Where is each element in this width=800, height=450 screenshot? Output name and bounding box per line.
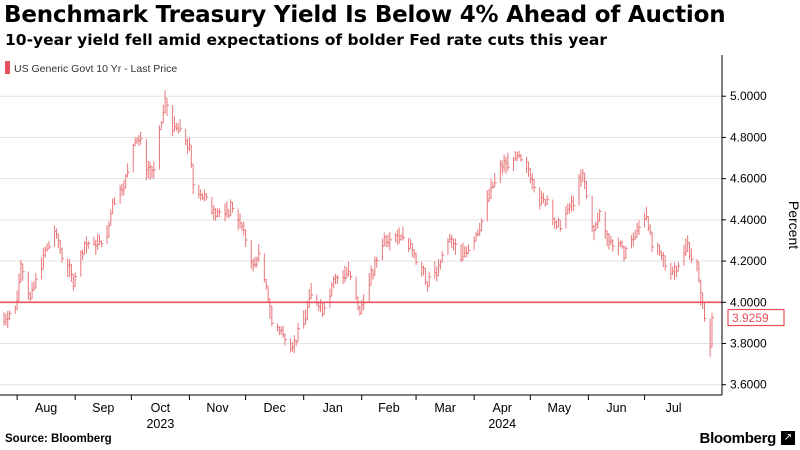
x-tick-label: Apr: [492, 401, 511, 415]
y-tick-label: 3.6000: [730, 378, 767, 392]
x-year-label: 2023: [146, 417, 174, 431]
legend: US Generic Govt 10 Yr - Last Price: [5, 61, 177, 75]
legend-label: US Generic Govt 10 Yr - Last Price: [14, 63, 177, 75]
x-tick-label: Jul: [666, 401, 682, 415]
x-tick-label: May: [548, 401, 572, 415]
x-year-label: 2024: [488, 417, 516, 431]
expand-icon[interactable]: ↗: [781, 431, 795, 445]
chart-title: Benchmark Treasury Yield Is Below 4% Ahe…: [4, 2, 726, 28]
x-tick-label: Jan: [323, 401, 343, 415]
y-tick-label: 4.6000: [730, 172, 767, 186]
y-tick-label: 4.0000: [730, 295, 767, 309]
chart-area: US Generic Govt 10 Yr - Last Price 3.925…: [0, 55, 800, 431]
legend-swatch: [5, 61, 10, 74]
x-tick-label: Mar: [434, 401, 456, 415]
source-note: Source: Bloomberg: [5, 433, 112, 445]
price-bars: [3, 90, 714, 357]
x-tick-label: Oct: [151, 401, 171, 415]
brand-logo: Bloomberg: [699, 430, 777, 447]
x-axis: Aug Sep Oct 2023 Nov Dec Jan Feb Mar Apr 2024 May Ju…: [0, 394, 722, 431]
x-tick-label: Jun: [606, 401, 626, 415]
x-tick-label: Nov: [206, 401, 229, 415]
last-value-box: [727, 308, 785, 327]
y-tick-label: 4.8000: [730, 130, 767, 144]
y-axis-label: Percent: [786, 201, 800, 249]
y-tick-label: 3.8000: [730, 336, 767, 350]
x-tick-label: Dec: [264, 401, 286, 415]
y-tick-label: 4.2000: [730, 254, 767, 268]
last-value-label: 3.9259: [732, 311, 769, 325]
gridlines: [0, 95, 722, 386]
reference-line-group: 3.9259: [0, 301, 785, 327]
chart-subtitle: 10-year yield fell amid expectations of …: [5, 31, 607, 49]
y-tick-label: 4.4000: [730, 213, 767, 227]
x-tick-label: Aug: [35, 401, 57, 415]
y-axis: 3.6000 3.8000 4.0000 4.2000 4.4000 4.6000 4.80…: [721, 55, 800, 395]
x-tick-label: Feb: [378, 401, 400, 415]
y-tick-label: 5.0000: [730, 89, 767, 103]
x-tick-label: Sep: [92, 401, 114, 415]
